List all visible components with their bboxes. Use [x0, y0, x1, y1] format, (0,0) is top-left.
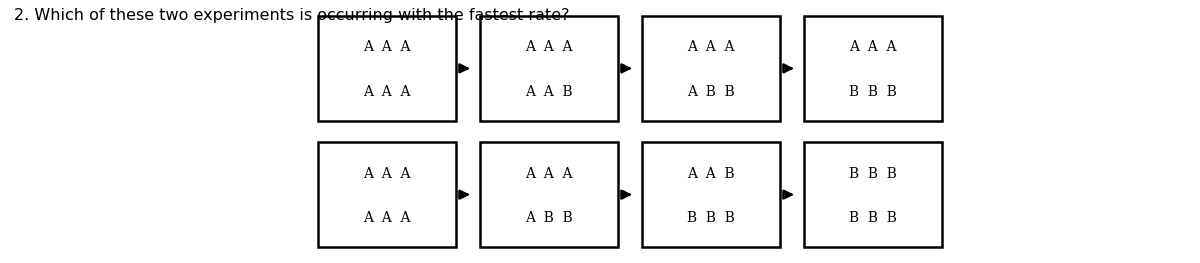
- Text: B  B  B: B B B: [850, 211, 896, 225]
- Text: B  B  B: B B B: [688, 211, 734, 225]
- Text: A  A  B: A A B: [526, 84, 572, 99]
- Text: A  A  A: A A A: [364, 40, 410, 54]
- Text: A  A  A: A A A: [526, 166, 572, 181]
- FancyBboxPatch shape: [642, 142, 780, 247]
- FancyBboxPatch shape: [804, 16, 942, 121]
- Text: A  A  B: A A B: [688, 166, 734, 181]
- FancyBboxPatch shape: [318, 142, 456, 247]
- Text: A  A  A: A A A: [364, 211, 410, 225]
- FancyBboxPatch shape: [480, 16, 618, 121]
- Text: A  A  A: A A A: [688, 40, 734, 54]
- Text: A  A  A: A A A: [364, 84, 410, 99]
- Text: A  A  A: A A A: [526, 40, 572, 54]
- FancyBboxPatch shape: [480, 142, 618, 247]
- Text: B  B  B: B B B: [850, 166, 896, 181]
- Text: A  A  A: A A A: [364, 166, 410, 181]
- Text: B  B  B: B B B: [850, 84, 896, 99]
- FancyBboxPatch shape: [318, 16, 456, 121]
- Text: A  A  A: A A A: [850, 40, 896, 54]
- Text: A  B  B: A B B: [688, 84, 734, 99]
- FancyBboxPatch shape: [804, 142, 942, 247]
- FancyBboxPatch shape: [642, 16, 780, 121]
- Text: 2. Which of these two experiments is occurring with the fastest rate?: 2. Which of these two experiments is occ…: [14, 8, 570, 23]
- Text: A  B  B: A B B: [526, 211, 572, 225]
